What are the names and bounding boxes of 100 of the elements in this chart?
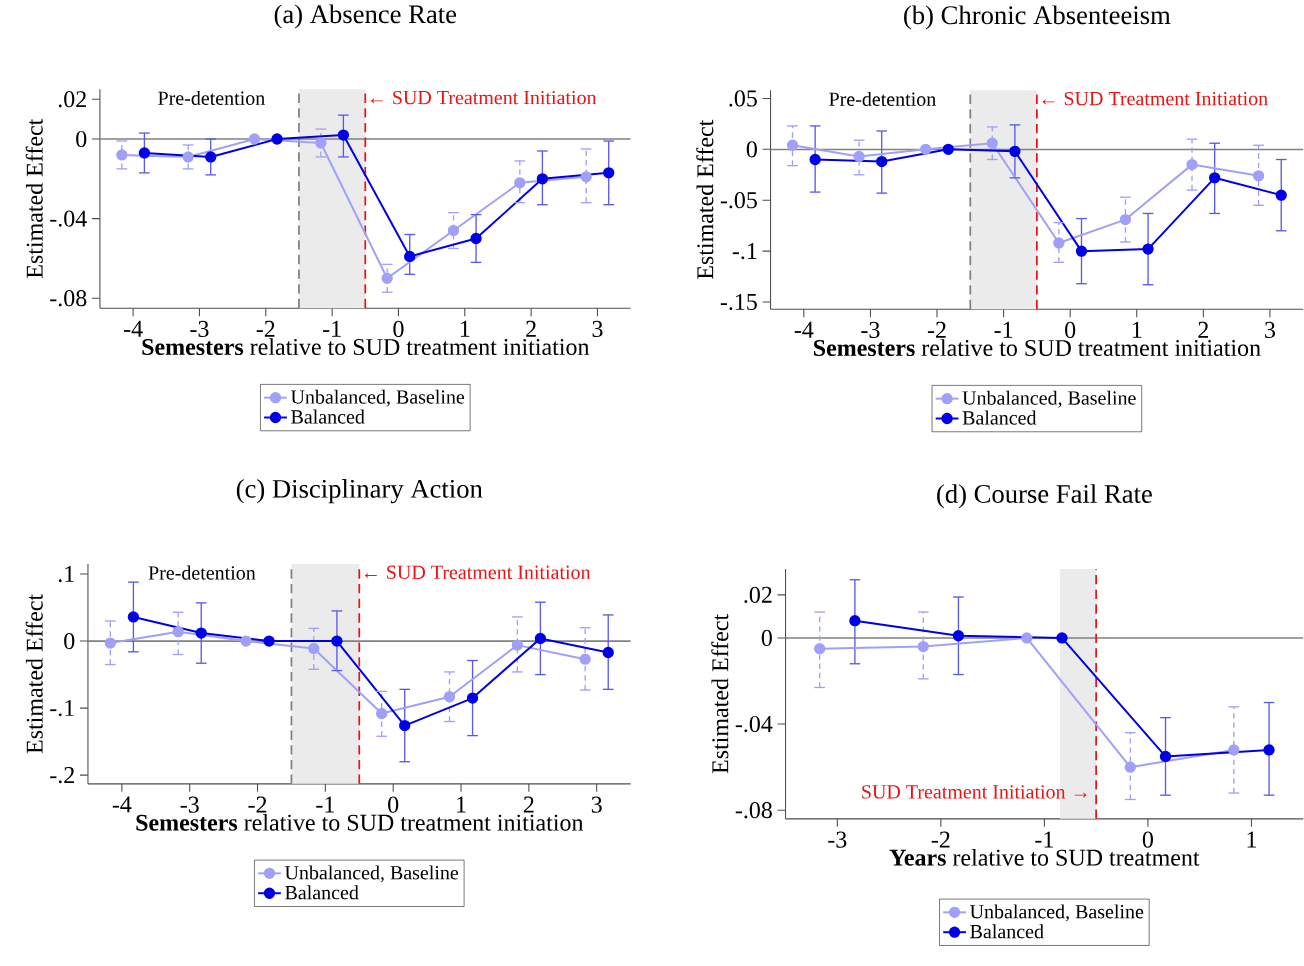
legend-label: Unbalanced, Baseline <box>970 904 1144 922</box>
y-tick-label: .05 <box>729 90 757 107</box>
point <box>1263 744 1275 756</box>
x-axis-title: Semesters relative to SUD treatment initiation <box>142 338 590 356</box>
x-tick-label: -2 <box>927 321 946 338</box>
annotation: Pre-detention <box>158 91 265 106</box>
point <box>443 691 456 703</box>
point <box>579 653 591 665</box>
y-tick-label: -.1 <box>732 243 757 260</box>
chart-title: (d) Course Fail Rate <box>937 484 1152 509</box>
point <box>271 133 283 145</box>
point <box>920 143 932 156</box>
y-axis-title: Estimated Effect <box>711 614 729 774</box>
x-tick-label: -1 <box>994 321 1013 338</box>
legend-label: Unbalanced, Baseline <box>284 865 459 883</box>
ref-line-label: ← SUD Treatment Initiation <box>364 565 591 580</box>
point <box>104 637 116 649</box>
y-tick-label: -.05 <box>720 192 757 209</box>
y-tick-label: -.04 <box>50 210 87 227</box>
x-tick-label: 0 <box>388 796 399 813</box>
y-tick-label: -.08 <box>735 802 772 819</box>
point <box>942 143 954 156</box>
point <box>263 635 275 647</box>
annotation: Pre-detention <box>148 565 256 580</box>
point <box>1119 214 1132 226</box>
y-axis-title: Estimated Effect <box>696 119 714 280</box>
point <box>205 151 217 163</box>
point <box>195 627 207 639</box>
point <box>511 639 523 651</box>
point <box>849 615 861 627</box>
point <box>308 642 320 655</box>
x-tick-label: 3 <box>1265 321 1275 339</box>
point <box>1124 761 1136 773</box>
x-tick-label: 0 <box>1065 321 1076 339</box>
y-tick-label: 0 <box>76 131 87 148</box>
chart-title: (b) Chronic Absenteeism <box>904 5 1171 30</box>
y-tick-label: -.08 <box>50 290 87 307</box>
point <box>602 646 614 659</box>
point <box>1053 237 1065 249</box>
x-tick-label: -2 <box>248 796 267 813</box>
x-axis-title: Semesters relative to SUD treatment initiation <box>814 339 1261 357</box>
point <box>315 137 327 149</box>
point <box>240 635 252 647</box>
y-tick-label: 0 <box>746 141 757 158</box>
x-tick-label: 0 <box>393 320 404 338</box>
point <box>1159 750 1172 763</box>
point <box>1056 632 1068 644</box>
point <box>138 147 151 159</box>
point <box>1228 744 1240 756</box>
x-tick-label: 2 <box>526 320 536 337</box>
x-tick-label: 3 <box>592 320 603 338</box>
y-tick-label: .02 <box>58 91 86 108</box>
x-tick-label: 1 <box>460 320 470 337</box>
point <box>331 635 343 647</box>
point <box>1142 243 1154 255</box>
chart-title: (a) Absence Rate <box>274 4 457 29</box>
y-tick-label: -.1 <box>50 700 74 717</box>
point <box>1208 172 1221 184</box>
y-tick-label: .02 <box>744 586 772 604</box>
legend-label: Balanced <box>970 924 1044 939</box>
x-tick-label: -1 <box>323 320 341 337</box>
point <box>534 632 547 645</box>
point <box>853 150 865 163</box>
x-tick-label: 1 <box>1247 831 1256 848</box>
point <box>381 272 393 285</box>
point <box>248 133 261 145</box>
ref-line-label: SUD Treatment Initiation → <box>862 785 1087 799</box>
point <box>337 129 350 141</box>
point <box>466 692 479 704</box>
point <box>986 137 998 150</box>
legend-label: Balanced <box>962 410 1037 425</box>
y-tick-label: -.2 <box>50 767 74 784</box>
point <box>536 173 549 185</box>
legend-label: Unbalanced, Baseline <box>290 389 465 407</box>
x-axis-title: Years relative to SUD treatment <box>889 849 1200 866</box>
x-tick-label: -3 <box>828 831 847 848</box>
x-tick-label: -2 <box>931 831 950 848</box>
y-tick-label: 0 <box>761 629 772 647</box>
point <box>1252 170 1265 182</box>
point <box>404 250 416 263</box>
y-tick-label: 0 <box>64 633 75 650</box>
x-tick-label: -1 <box>1035 831 1053 848</box>
point <box>814 643 826 655</box>
x-tick-label: -3 <box>180 796 199 813</box>
point <box>603 167 615 179</box>
y-tick-label: -.15 <box>720 294 757 311</box>
y-axis-title: Estimated Effect <box>25 118 43 279</box>
point <box>580 171 592 183</box>
point <box>786 139 799 152</box>
point <box>376 707 388 720</box>
x-tick-label: -4 <box>124 320 143 337</box>
point <box>127 611 140 623</box>
legend-label: Balanced <box>291 409 365 424</box>
point <box>917 641 929 653</box>
point <box>172 626 184 638</box>
point <box>952 630 965 642</box>
point <box>1275 189 1287 201</box>
x-tick-label: 1 <box>457 796 466 813</box>
point <box>447 225 460 237</box>
x-tick-label: 0 <box>1142 831 1153 848</box>
